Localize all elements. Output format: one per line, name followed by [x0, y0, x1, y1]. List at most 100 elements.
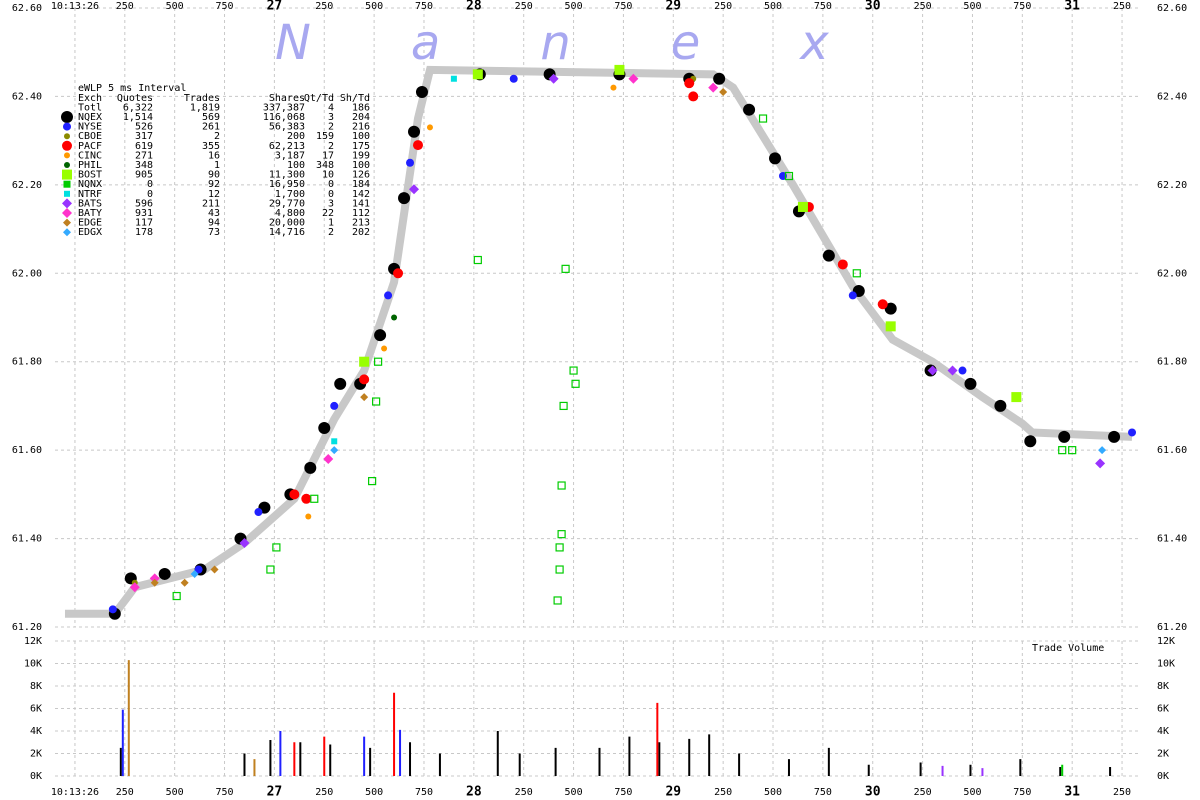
marker	[374, 329, 387, 342]
row-stat: 931	[135, 208, 153, 219]
volume-bar	[329, 744, 332, 776]
x-tick-label: 250	[714, 1, 732, 12]
x-tick-label: 500	[166, 787, 184, 798]
marker	[190, 569, 199, 578]
row-name: NYSE	[78, 122, 102, 133]
row-stat: 211	[202, 198, 220, 209]
y-tick-label: 2K	[30, 749, 42, 760]
legend-marker	[63, 180, 71, 188]
row-name: BATS	[78, 198, 102, 209]
marker	[958, 366, 967, 375]
row-name: PHIL	[78, 160, 102, 171]
x-tick-label: 750	[415, 1, 433, 12]
legend-marker	[64, 133, 70, 140]
row-stat: 16,950	[269, 179, 305, 190]
marker	[310, 494, 319, 503]
row-stat: 142	[352, 189, 370, 200]
marker	[368, 476, 377, 486]
y-tick-label: 61.20	[12, 622, 42, 633]
legend-marker	[64, 152, 70, 159]
row-stat: 11,300	[269, 170, 305, 181]
x-tick-label: 500	[963, 1, 981, 12]
row-name: BOST	[78, 170, 102, 181]
x-tick-label: 750	[216, 787, 234, 798]
marker	[398, 192, 411, 205]
marker	[848, 291, 857, 300]
marker	[557, 530, 566, 539]
row-stat: 200	[287, 131, 305, 142]
marker	[713, 72, 726, 85]
row-stat: 141	[352, 198, 370, 209]
marker	[158, 567, 171, 580]
volume-bar	[1109, 767, 1112, 776]
row-stat: 73	[208, 227, 220, 238]
volume-bar	[827, 747, 830, 776]
y-tick-label: 62.40	[1157, 91, 1187, 102]
row-name: EDGE	[78, 218, 102, 229]
marker	[688, 91, 699, 102]
marker	[569, 366, 578, 375]
volume-bar	[1019, 759, 1022, 776]
marker	[323, 453, 334, 464]
volume-bar	[399, 729, 402, 776]
grid	[55, 7, 1140, 777]
table-header: Sh/Td	[340, 93, 370, 104]
x-tick-label: 30	[865, 0, 881, 14]
row-stat: 56,383	[269, 122, 305, 133]
volume-bar	[243, 753, 246, 776]
y-tick-label: 2K	[1157, 749, 1169, 760]
volume-bar	[867, 764, 870, 776]
legend-marker	[62, 169, 72, 180]
marker	[473, 255, 482, 265]
row-stat: 17	[322, 150, 334, 161]
marker	[555, 565, 564, 574]
row-stat: 184	[352, 179, 370, 190]
x-tick-label: 31	[1064, 0, 1080, 14]
legend-marker	[62, 140, 72, 151]
y-tick-label: 61.60	[12, 445, 42, 456]
row-stat: 10	[322, 170, 334, 181]
marker	[450, 75, 457, 82]
marker	[412, 140, 423, 151]
volume-bar	[738, 753, 741, 776]
x-tick-label: 29	[665, 785, 681, 800]
x-tick-label: 750	[1013, 1, 1031, 12]
row-stat: 14,716	[269, 227, 305, 238]
row-stat: 43	[208, 208, 220, 219]
marks	[64, 64, 1137, 776]
marker	[272, 543, 281, 552]
marker	[559, 401, 568, 411]
x-tick-label: 250	[315, 1, 333, 12]
marker	[381, 345, 388, 352]
row-stat: 20,000	[269, 218, 305, 229]
row-stat: 348	[135, 160, 153, 171]
row-name: NQEX	[78, 112, 102, 123]
row-stat: 596	[135, 198, 153, 209]
row-stat: 0	[147, 189, 153, 200]
table-header: Quotes	[117, 93, 153, 104]
x-tick-label: 500	[365, 787, 383, 798]
marker	[684, 78, 695, 89]
marker	[180, 578, 189, 587]
row-stat: 117	[135, 218, 153, 229]
row-stat: 204	[352, 112, 370, 123]
x-tick-label: 250	[315, 787, 333, 798]
row-stat: 199	[352, 150, 370, 161]
x-tick-label: 500	[365, 1, 383, 12]
x-tick-label: 250	[515, 1, 533, 12]
row-stat: 90	[208, 170, 220, 181]
x-tick-label: 750	[614, 1, 632, 12]
marker	[372, 397, 381, 406]
marker	[318, 422, 331, 435]
marker	[885, 321, 896, 332]
x-tick-label: 250	[116, 787, 134, 798]
marker	[305, 513, 312, 520]
x-tick-label: 250	[714, 787, 732, 798]
row-stat: 261	[202, 122, 220, 133]
row-stat: 0	[147, 179, 153, 190]
legend-marker	[62, 198, 72, 209]
y-tick-label: 62.60	[12, 3, 42, 14]
marker	[393, 268, 404, 279]
y-tick-label: 62.20	[12, 180, 42, 191]
